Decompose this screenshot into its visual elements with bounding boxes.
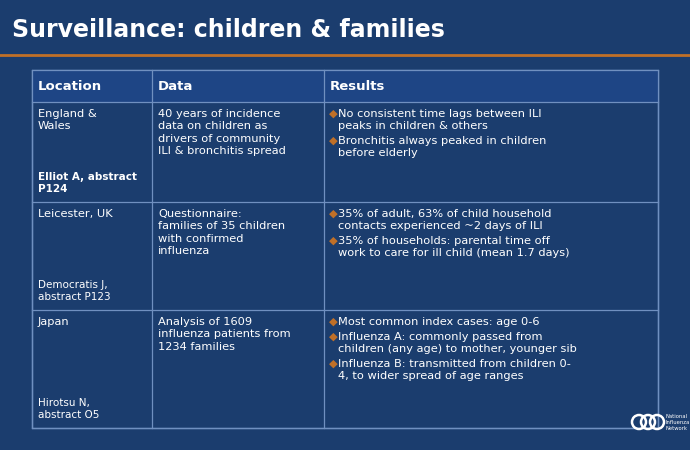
Text: National
Influenza
Network: National Influenza Network [666,414,690,432]
Text: ◆: ◆ [329,332,337,342]
Text: Influenza B: transmitted from children 0-
4, to wider spread of age ranges: Influenza B: transmitted from children 0… [338,359,571,381]
Text: ◆: ◆ [329,317,337,327]
Text: Surveillance: children & families: Surveillance: children & families [12,18,445,42]
Text: ◆: ◆ [329,136,337,146]
Text: Questionnaire:
families of 35 children
with confirmed
influenza: Questionnaire: families of 35 children w… [158,209,285,256]
Text: Hirotsu N,
abstract O5: Hirotsu N, abstract O5 [38,398,99,419]
Text: Japan: Japan [38,317,70,327]
Text: Location: Location [38,80,102,93]
Text: 35% of households: parental time off
work to care for ill child (mean 1.7 days): 35% of households: parental time off wor… [338,236,569,258]
Text: ◆: ◆ [329,359,337,369]
Text: ◆: ◆ [329,109,337,119]
Text: No consistent time lags between ILI
peaks in children & others: No consistent time lags between ILI peak… [338,109,542,131]
Text: Most common index cases: age 0-6: Most common index cases: age 0-6 [338,317,540,327]
Text: Data: Data [158,80,193,93]
Text: ◆: ◆ [329,236,337,246]
Text: Influenza A: commonly passed from
children (any age) to mother, younger sib: Influenza A: commonly passed from childr… [338,332,577,354]
Text: Results: Results [330,80,386,93]
Text: 40 years of incidence
data on children as
drivers of community
ILI & bronchitis : 40 years of incidence data on children a… [158,109,286,156]
Text: England &
Wales: England & Wales [38,109,97,131]
Bar [32,70,658,428]
Text: 35% of adult, 63% of child household
contacts experienced ~2 days of ILI: 35% of adult, 63% of child household con… [338,209,551,231]
Text: Bronchitis always peaked in children
before elderly: Bronchitis always peaked in children bef… [338,136,546,158]
Bar [32,70,658,102]
Text: ◆: ◆ [329,209,337,219]
Text: Analysis of 1609
influenza patients from
1234 families: Analysis of 1609 influenza patients from… [158,317,290,352]
Text: Elliot A, abstract
P124: Elliot A, abstract P124 [38,172,137,194]
Text: Leicester, UK: Leicester, UK [38,209,112,219]
Text: Democratis J,
abstract P123: Democratis J, abstract P123 [38,280,110,302]
